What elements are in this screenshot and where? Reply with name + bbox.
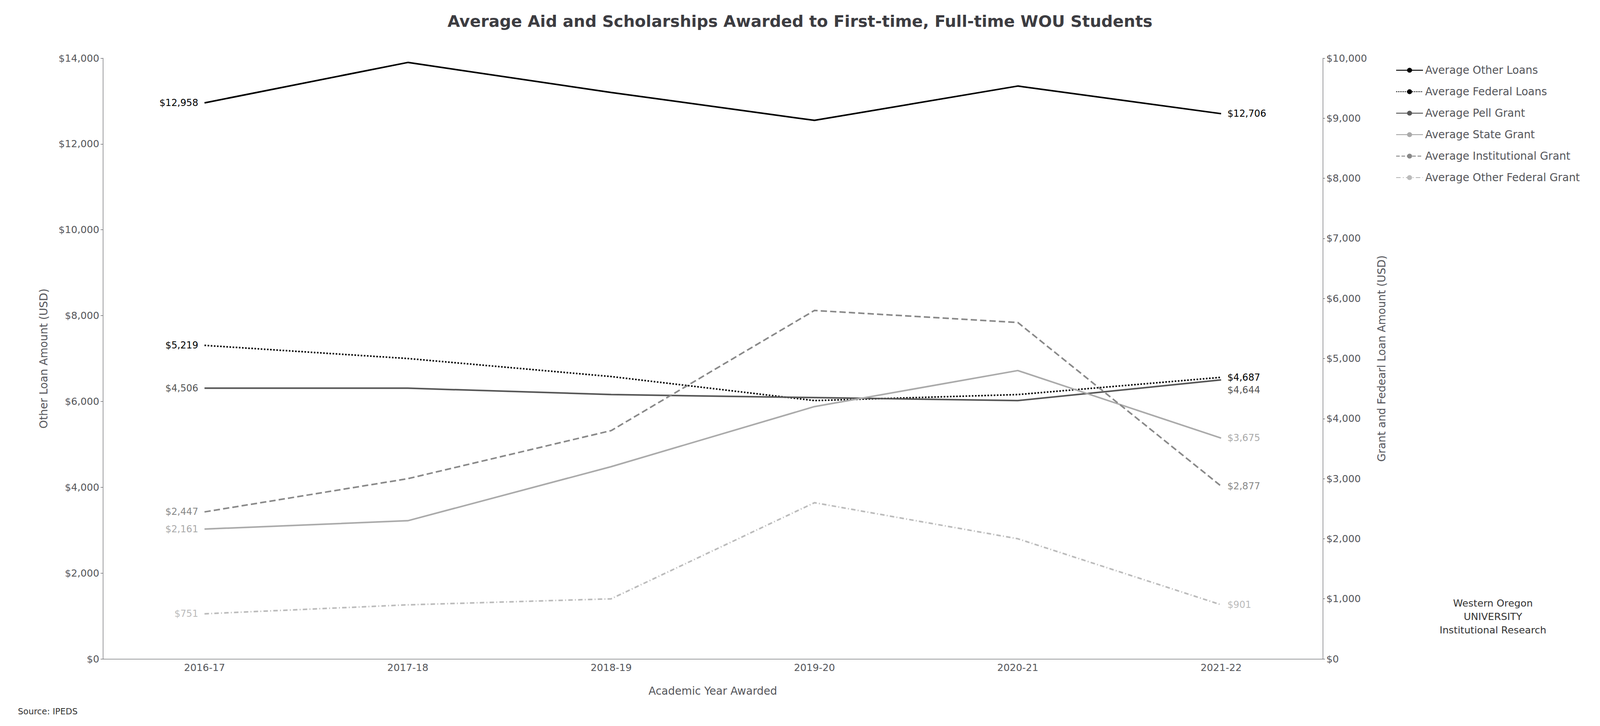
svg-text:$9,000: $9,000 [1326, 112, 1361, 124]
svg-text:Average Aid and Scholarships A: Average Aid and Scholarships Awarded to … [447, 12, 1153, 31]
svg-text:Academic Year Awarded: Academic Year Awarded [648, 684, 778, 698]
svg-text:$12,000: $12,000 [58, 138, 100, 150]
svg-text:$2,161: $2,161 [165, 523, 199, 535]
svg-text:$2,000: $2,000 [1326, 533, 1361, 545]
svg-text:$2,000: $2,000 [64, 567, 100, 579]
svg-text:$12,706: $12,706 [1227, 108, 1267, 119]
svg-text:$0: $0 [86, 653, 100, 665]
svg-text:$5,219: $5,219 [165, 339, 199, 351]
svg-text:Average Federal Loans: Average Federal Loans [1425, 85, 1547, 98]
svg-text:UNIVERSITY: UNIVERSITY [1463, 610, 1523, 623]
svg-text:$3,000: $3,000 [1326, 473, 1361, 485]
svg-text:Western Oregon: Western Oregon [1453, 597, 1533, 609]
svg-text:Source: IPEDS: Source: IPEDS [17, 706, 78, 716]
svg-text:Average Other Loans: Average Other Loans [1425, 63, 1538, 77]
svg-text:$2,877: $2,877 [1227, 480, 1261, 492]
svg-text:$4,644: $4,644 [1227, 384, 1261, 396]
svg-text:$3,675: $3,675 [1227, 432, 1261, 444]
svg-text:$901: $901 [1227, 599, 1252, 610]
svg-text:$2,447: $2,447 [165, 506, 199, 517]
svg-text:$1,000: $1,000 [1326, 592, 1361, 605]
svg-text:Average Pell Grant: Average Pell Grant [1425, 106, 1525, 120]
svg-text:$6,000: $6,000 [1326, 292, 1361, 305]
svg-text:$6,000: $6,000 [64, 395, 100, 407]
svg-text:Grant and Fedearl Loan Amount: Grant and Fedearl Loan Amount (USD) [1375, 255, 1389, 462]
svg-text:$7,000: $7,000 [1326, 232, 1361, 244]
svg-text:$8,000: $8,000 [64, 309, 100, 322]
svg-text:2016-17: 2016-17 [183, 661, 225, 674]
svg-text:Average Institutional Grant: Average Institutional Grant [1425, 149, 1571, 163]
svg-text:Institutional Research: Institutional Research [1439, 624, 1547, 636]
svg-text:$4,506: $4,506 [165, 382, 199, 394]
svg-text:$12,958: $12,958 [159, 97, 199, 109]
svg-text:$751: $751 [174, 608, 199, 619]
svg-text:$4,687: $4,687 [1227, 372, 1261, 383]
svg-text:$10,000: $10,000 [58, 224, 100, 236]
svg-text:2019-20: 2019-20 [793, 661, 835, 674]
svg-text:$14,000: $14,000 [58, 52, 100, 64]
svg-text:$5,000: $5,000 [1326, 352, 1361, 365]
svg-text:Average Other Federal Grant: Average Other Federal Grant [1425, 171, 1580, 184]
svg-text:$0: $0 [1326, 653, 1339, 665]
svg-text:Other Loan Amount (USD): Other Loan Amount (USD) [37, 288, 51, 429]
svg-text:$4,000: $4,000 [64, 481, 100, 493]
svg-text:2021-22: 2021-22 [1200, 661, 1242, 674]
svg-text:$4,000: $4,000 [1326, 412, 1361, 424]
svg-text:Average State Grant: Average State Grant [1425, 128, 1535, 141]
svg-text:2020-21: 2020-21 [997, 661, 1039, 674]
svg-text:$10,000: $10,000 [1326, 52, 1368, 64]
svg-text:2018-19: 2018-19 [590, 661, 632, 674]
svg-text:$8,000: $8,000 [1326, 172, 1361, 184]
svg-text:2017-18: 2017-18 [387, 661, 429, 674]
